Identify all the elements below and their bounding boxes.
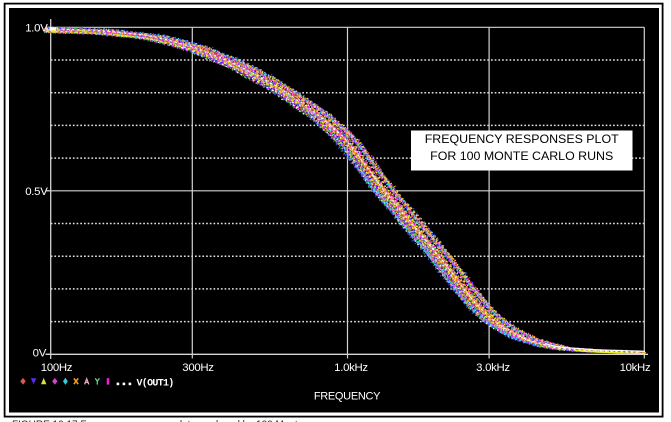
svg-text:FOR 100 MONTE CARLO RUNS: FOR 100 MONTE CARLO RUNS — [430, 149, 613, 163]
svg-text:0V: 0V — [33, 347, 47, 359]
svg-text:3.0kHz: 3.0kHz — [476, 362, 510, 374]
svg-text:10kHz: 10kHz — [620, 362, 651, 374]
svg-text:V(OUT1): V(OUT1) — [137, 377, 174, 389]
svg-text:300Hz: 300Hz — [182, 362, 214, 374]
svg-text:1.0V: 1.0V — [25, 22, 48, 34]
svg-text:FREQUENCY: FREQUENCY — [314, 390, 381, 402]
svg-text:100Hz: 100Hz — [41, 362, 73, 374]
svg-text:1.0kHz: 1.0kHz — [334, 362, 368, 374]
svg-text:FIGURE 10.17 Frequency respon: FIGURE 10.17 Frequency response plots pr… — [12, 419, 304, 422]
svg-text:FREQUENCY RESPONSES PLOT: FREQUENCY RESPONSES PLOT — [425, 132, 619, 146]
svg-text:0.5V: 0.5V — [25, 186, 48, 198]
